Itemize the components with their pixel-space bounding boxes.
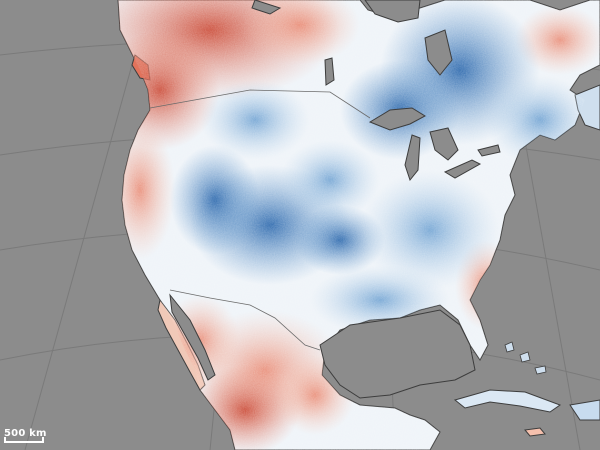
scale-bar: 500 km: [4, 428, 47, 444]
hispaniola-island: [569, 399, 600, 421]
great-lakes: [251, 0, 501, 182]
scale-bar-tick-right: [42, 437, 44, 443]
cuba-island: [453, 389, 562, 413]
jamaica-island: [524, 427, 546, 437]
us-canada-border: [149, 89, 371, 119]
great-slave-lake: [251, 0, 282, 15]
us-mexico-border: [169, 289, 321, 351]
gulf-of-california: [169, 293, 216, 381]
lake-huron: [429, 127, 459, 161]
scale-bar-label: 500 km: [4, 428, 47, 439]
bahamas-islands: [504, 341, 547, 375]
scale-bar-line: [4, 441, 44, 443]
lake-superior: [368, 107, 427, 131]
hudson-bay: [364, 0, 421, 23]
lake-erie: [443, 159, 482, 179]
scale-bar-tick-left: [4, 437, 6, 443]
lake-ontario: [477, 144, 501, 157]
gulf-of-mexico: [319, 309, 476, 399]
political-borders: [149, 89, 371, 351]
james-bay: [424, 29, 453, 76]
lake-winnipeg: [324, 57, 335, 86]
lake-michigan: [404, 134, 421, 182]
